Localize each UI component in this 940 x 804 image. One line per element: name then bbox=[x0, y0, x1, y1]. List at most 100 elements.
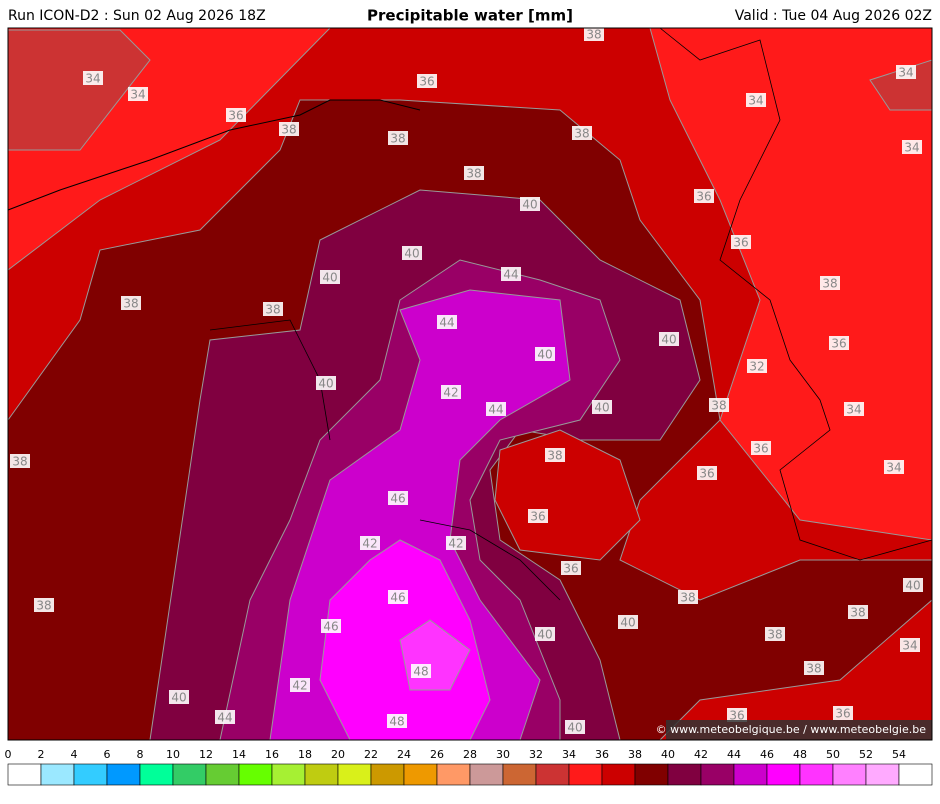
contour-label: 36 bbox=[419, 75, 434, 89]
label-box bbox=[833, 706, 853, 720]
label-box bbox=[535, 347, 555, 361]
contour-label: 38 bbox=[586, 28, 601, 42]
colorbar-tick-label: 14 bbox=[232, 748, 246, 761]
contour-label: 44 bbox=[217, 711, 232, 725]
contour-label: 36 bbox=[733, 236, 748, 250]
label-box bbox=[441, 385, 461, 399]
color-box bbox=[205, 763, 240, 786]
label-box bbox=[844, 402, 864, 416]
label-box bbox=[565, 720, 585, 734]
color-box bbox=[700, 763, 735, 786]
colorbar-tick-label: 2 bbox=[38, 748, 45, 761]
label-box bbox=[290, 678, 310, 692]
color-box bbox=[73, 763, 108, 786]
color-box bbox=[535, 763, 570, 786]
contour-label: 48 bbox=[413, 665, 428, 679]
colorbar-tick-label: 0 bbox=[5, 748, 12, 761]
colorbar-tick-label: 26 bbox=[430, 748, 444, 761]
color-box bbox=[370, 763, 405, 786]
contour-label: 46 bbox=[323, 620, 338, 634]
color-box bbox=[106, 763, 141, 786]
colorbar-tick-label: 20 bbox=[331, 748, 345, 761]
label-box bbox=[709, 398, 729, 412]
label-box bbox=[902, 140, 922, 154]
map-frame bbox=[7, 27, 933, 741]
label-box bbox=[829, 336, 849, 350]
color-box bbox=[766, 763, 801, 786]
label-box bbox=[279, 122, 299, 136]
contour-label: 38 bbox=[12, 455, 27, 469]
colorbar-tick-label: 16 bbox=[265, 748, 279, 761]
contour-labels: 34 34 36 38 38 36 38 38 38 40 40 40 44 38 38 44 40 40 40 42… bbox=[10, 27, 923, 735]
contour-label: 46 bbox=[390, 492, 405, 506]
label-box bbox=[572, 126, 592, 140]
map bbox=[7, 27, 933, 741]
label-box bbox=[678, 590, 698, 604]
color-box bbox=[733, 763, 768, 786]
colorbar-tick-label: 54 bbox=[892, 748, 906, 761]
color-box bbox=[436, 763, 471, 786]
colorbar-tick-label: 28 bbox=[463, 748, 477, 761]
colorbar-tick-label: 8 bbox=[137, 748, 144, 761]
label-box bbox=[561, 561, 581, 575]
label-box bbox=[903, 578, 923, 592]
label-box bbox=[121, 296, 141, 310]
colorbar-tick-label: 24 bbox=[397, 748, 411, 761]
colorbar-tick-label: 18 bbox=[298, 748, 312, 761]
label-box bbox=[520, 197, 540, 211]
contour-label: 38 bbox=[822, 277, 837, 291]
label-box bbox=[360, 536, 380, 550]
label-box bbox=[464, 166, 484, 180]
label-box bbox=[226, 108, 246, 122]
label-box bbox=[321, 619, 341, 633]
colorbar: 0 2 4 6 8 10 12 14 16 18 20 22 24 26 28 30 32 34 36 38 40 42 4… bbox=[5, 748, 933, 786]
map-title: Precipitable water [mm] bbox=[367, 7, 573, 25]
contour-label: 40 bbox=[620, 616, 635, 630]
contour-label: 40 bbox=[322, 271, 337, 285]
contour-label: 36 bbox=[228, 109, 243, 123]
colorbar-tick-label: 22 bbox=[364, 748, 378, 761]
contour-label: 36 bbox=[699, 467, 714, 481]
contour-label: 38 bbox=[680, 591, 695, 605]
label-box bbox=[388, 590, 408, 604]
contour-label: 40 bbox=[318, 377, 333, 391]
label-box bbox=[437, 315, 457, 329]
colorbar-tick-label: 30 bbox=[496, 748, 510, 761]
contour-label: 38 bbox=[36, 599, 51, 613]
label-box bbox=[659, 332, 679, 346]
contour-label: 48 bbox=[389, 715, 404, 729]
color-box bbox=[304, 763, 339, 786]
label-box bbox=[34, 598, 54, 612]
contour-label: 40 bbox=[537, 628, 552, 642]
colorbar-tick-label: 40 bbox=[661, 748, 675, 761]
contour-label: 44 bbox=[503, 268, 518, 282]
contour-label: 42 bbox=[292, 679, 307, 693]
contour-label: 38 bbox=[265, 303, 280, 317]
label-box bbox=[388, 491, 408, 505]
label-box bbox=[528, 509, 548, 523]
color-box bbox=[172, 763, 207, 786]
contour-label: 44 bbox=[488, 403, 503, 417]
label-box bbox=[848, 605, 868, 619]
contour-label: 46 bbox=[390, 591, 405, 605]
contour-label: 40 bbox=[537, 348, 552, 362]
coastline bbox=[7, 99, 421, 211]
contour-label: 38 bbox=[390, 132, 405, 146]
label-box bbox=[804, 661, 824, 675]
contour-label: 42 bbox=[362, 537, 377, 551]
contour-label: 44 bbox=[439, 316, 454, 330]
label-box bbox=[169, 690, 189, 704]
contour-label: 34 bbox=[898, 66, 913, 80]
contour-label: 36 bbox=[530, 510, 545, 524]
contour-label: 36 bbox=[729, 709, 744, 723]
color-box bbox=[7, 763, 42, 786]
color-box bbox=[865, 763, 900, 786]
border bbox=[209, 27, 933, 601]
color-box bbox=[634, 763, 669, 786]
contour-label: 34 bbox=[886, 461, 901, 475]
color-box bbox=[832, 763, 867, 786]
color-box bbox=[502, 763, 537, 786]
contour-label: 38 bbox=[123, 297, 138, 311]
colorbar-tick-label: 38 bbox=[628, 748, 642, 761]
